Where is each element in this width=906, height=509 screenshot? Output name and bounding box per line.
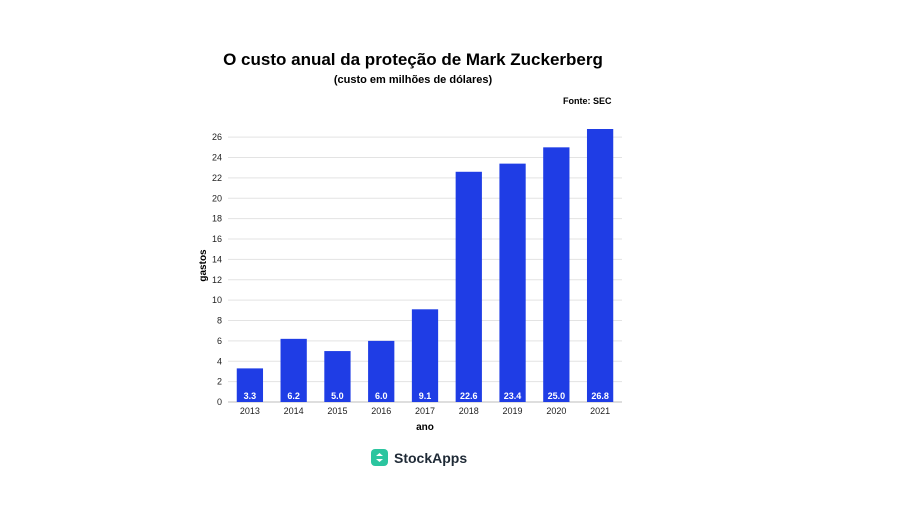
y-tick-label: 0 [217, 397, 222, 407]
y-tick-label: 16 [212, 234, 222, 244]
chart-subtitle: (custo em milhões de dólares) [333, 74, 493, 86]
bar-value-label: 25.0 [548, 391, 566, 401]
chart-source: Fonte: SEC [563, 96, 612, 106]
x-tick-label: 2013 [240, 406, 260, 416]
y-axis-title: gastos [198, 249, 209, 282]
y-tick-label: 10 [212, 295, 222, 305]
y-tick-label: 18 [212, 214, 222, 224]
y-tick-label: 8 [217, 316, 222, 326]
bar-value-label: 3.3 [244, 391, 257, 401]
bar-value-label: 6.2 [287, 391, 300, 401]
y-tick-label: 6 [217, 336, 222, 346]
bar-value-label: 23.4 [504, 391, 522, 401]
x-tick-label: 2014 [284, 406, 304, 416]
y-tick-label: 12 [212, 275, 222, 285]
x-tick-label: 2017 [415, 406, 435, 416]
x-tick-label: 2016 [371, 406, 391, 416]
bar-value-label: 26.8 [591, 391, 609, 401]
y-tick-label: 2 [217, 377, 222, 387]
bar [368, 340, 395, 402]
y-tick-label: 24 [212, 153, 222, 163]
x-tick-label: 2015 [327, 406, 347, 416]
chart-title: O custo anual da proteção de Mark Zucker… [223, 50, 603, 69]
bar [586, 129, 614, 402]
bar-value-label: 9.1 [419, 391, 432, 401]
brand-name: StockApps [394, 449, 468, 466]
x-tick-label: 2018 [459, 406, 479, 416]
x-axis-title: ano [416, 422, 434, 433]
bar [411, 309, 439, 402]
brand-logo: StockApps [371, 449, 467, 466]
bar-value-label: 6.0 [375, 391, 388, 401]
y-tick-label: 14 [212, 254, 222, 264]
x-tick-label: 2019 [503, 406, 523, 416]
bar [324, 351, 351, 402]
bar-value-label: 5.0 [331, 391, 344, 401]
bar [236, 368, 264, 402]
bar [455, 171, 482, 402]
y-tick-label: 4 [217, 356, 222, 366]
y-tick-label: 22 [212, 173, 222, 183]
bar [499, 163, 526, 402]
bar [280, 338, 307, 402]
y-tick-label: 26 [212, 132, 222, 142]
y-tick-label: 20 [212, 193, 222, 203]
x-tick-label: 2021 [590, 406, 610, 416]
bar-value-label: 22.6 [460, 391, 478, 401]
stockapps-logo-icon [371, 449, 388, 466]
x-tick-label: 2020 [546, 406, 566, 416]
bar [543, 147, 570, 402]
